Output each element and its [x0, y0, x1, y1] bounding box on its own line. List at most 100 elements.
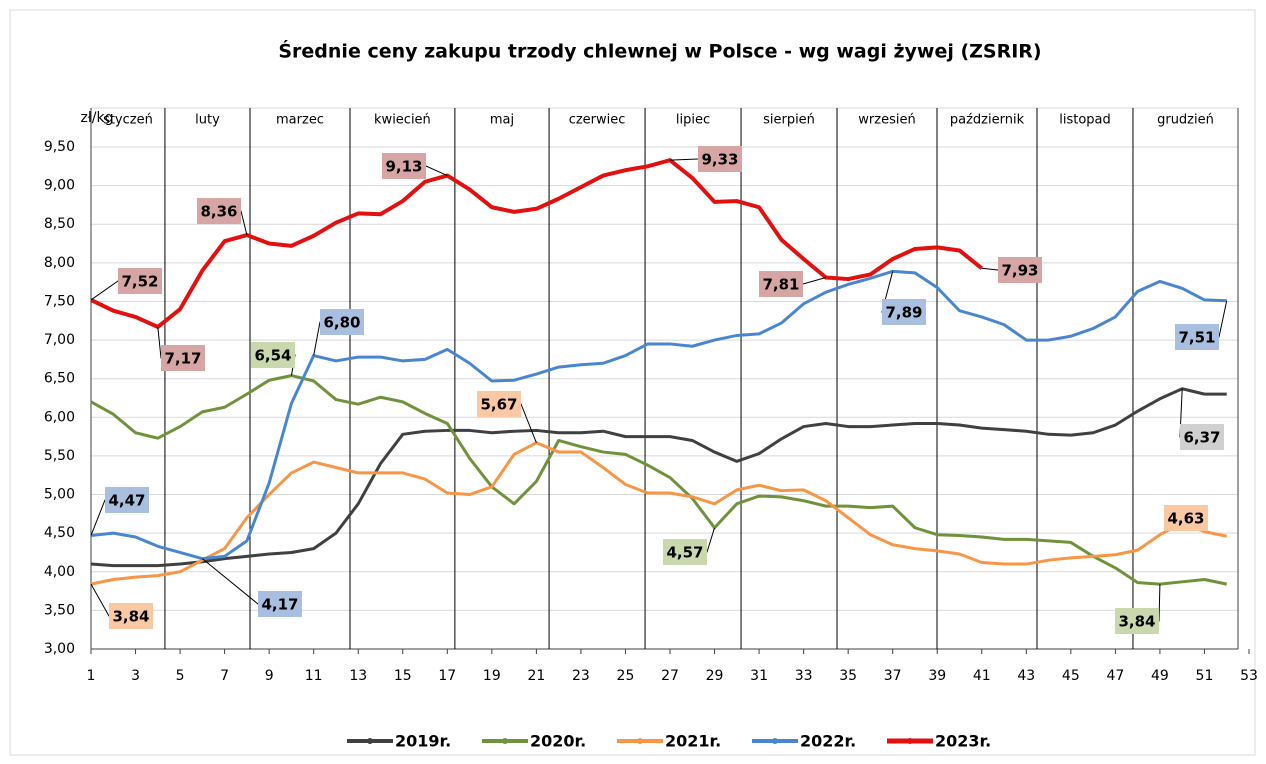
label-box — [258, 591, 302, 617]
x-tick-label: 51 — [1196, 668, 1214, 684]
legend-marker — [907, 738, 913, 744]
month-label: czerwiec — [569, 113, 626, 128]
label-box — [1115, 608, 1159, 634]
data-label: 5,67 — [480, 396, 517, 414]
label-box — [1175, 324, 1219, 350]
series-line — [90, 387, 1227, 568]
x-tick-label: 3 — [131, 668, 140, 684]
label-box — [698, 146, 742, 172]
x-tick-label: 13 — [349, 668, 367, 684]
y-tick-label: 5,50 — [44, 448, 75, 464]
data-label: 7,93 — [1001, 262, 1038, 280]
label-box — [382, 153, 426, 179]
x-tick-label: 11 — [305, 668, 323, 684]
month-label: lipiec — [676, 113, 710, 128]
data-label: 9,13 — [385, 158, 422, 176]
series-line — [90, 269, 1227, 561]
legend-label: 2021r. — [665, 732, 721, 751]
legend-marker — [772, 738, 778, 744]
label-box — [998, 257, 1042, 283]
x-tick-label: 7 — [220, 668, 229, 684]
label-box — [109, 603, 153, 629]
legend-label: 2020r. — [530, 732, 586, 751]
x-tick-label: 39 — [928, 668, 946, 684]
x-tick-label: 17 — [438, 668, 456, 684]
x-tick-label: 31 — [750, 668, 768, 684]
data-label: 3,84 — [112, 608, 149, 626]
label-box — [118, 268, 162, 294]
data-label: 3,84 — [1118, 613, 1155, 631]
legend-marker — [637, 738, 643, 744]
y-tick-label: 9,50 — [44, 139, 75, 155]
month-label: kwiecień — [374, 113, 431, 128]
label-box — [105, 487, 149, 513]
x-tick-label: 23 — [572, 668, 590, 684]
x-tick-label: 27 — [661, 668, 679, 684]
y-tick-label: 3,00 — [44, 641, 75, 657]
y-tick-label: 7,50 — [44, 293, 75, 309]
data-label: 9,33 — [701, 151, 738, 169]
label-box — [161, 345, 205, 371]
y-tick-label: 8,00 — [44, 255, 75, 271]
x-tick-label: 37 — [884, 668, 902, 684]
data-label: 4,47 — [108, 492, 145, 510]
chart-frame — [9, 9, 1256, 756]
x-tick-label: 41 — [973, 668, 991, 684]
series-line — [90, 441, 1228, 586]
data-label: 6,80 — [323, 314, 360, 332]
x-tick-label: 49 — [1151, 668, 1169, 684]
data-label: 6,54 — [254, 347, 291, 365]
label-box — [663, 539, 707, 565]
data-label: 7,89 — [885, 304, 922, 322]
data-label: 7,17 — [164, 350, 201, 368]
month-label: listopad — [1059, 113, 1111, 128]
series-line — [90, 374, 1228, 586]
x-tick-label: 5 — [176, 668, 185, 684]
x-tick-label: 21 — [527, 668, 545, 684]
month-label: wrzesień — [858, 113, 915, 128]
y-axis-label: zł/kg — [80, 110, 113, 126]
x-tick-label: 53 — [1240, 668, 1258, 684]
data-label: 6,37 — [1183, 429, 1220, 447]
legend-label: 2023r. — [935, 732, 991, 751]
y-tick-label: 8,50 — [44, 216, 75, 232]
month-label: sierpień — [763, 113, 815, 128]
x-tick-label: 33 — [795, 668, 813, 684]
month-label: październik — [950, 113, 1025, 128]
x-tick-label: 35 — [839, 668, 857, 684]
month-label: maj — [490, 113, 514, 128]
x-tick-label: 1 — [87, 668, 96, 684]
y-tick-label: 7,00 — [44, 332, 75, 348]
y-tick-label: 3,50 — [44, 602, 75, 618]
data-label: 7,81 — [762, 276, 799, 294]
data-label: 4,17 — [261, 596, 298, 614]
y-tick-label: 5,00 — [44, 487, 75, 503]
x-tick-label: 43 — [1017, 668, 1035, 684]
data-label: 4,57 — [666, 544, 703, 562]
label-box — [251, 342, 295, 368]
legend-label: 2022r. — [800, 732, 856, 751]
data-label: 7,52 — [121, 273, 158, 291]
x-tick-label: 15 — [394, 668, 412, 684]
label-box — [477, 391, 521, 417]
label-box — [1180, 424, 1224, 450]
month-label: styczeń — [103, 113, 153, 128]
label-box — [882, 299, 926, 325]
legend-label: 2019r. — [395, 732, 451, 751]
y-tick-label: 9,00 — [44, 178, 75, 194]
month-label: grudzień — [1157, 113, 1214, 128]
x-tick-label: 45 — [1062, 668, 1080, 684]
label-box — [320, 309, 364, 335]
x-tick-label: 19 — [483, 668, 501, 684]
y-tick-label: 4,00 — [44, 564, 75, 580]
month-label: marzec — [276, 113, 324, 128]
data-label: 8,36 — [200, 203, 237, 221]
x-tick-label: 9 — [265, 668, 274, 684]
series-line — [90, 158, 984, 329]
label-box — [759, 271, 803, 297]
data-label: 4,63 — [1167, 510, 1204, 528]
legend-marker — [502, 738, 508, 744]
y-tick-label: 6,00 — [44, 409, 75, 425]
legend-marker — [367, 738, 373, 744]
